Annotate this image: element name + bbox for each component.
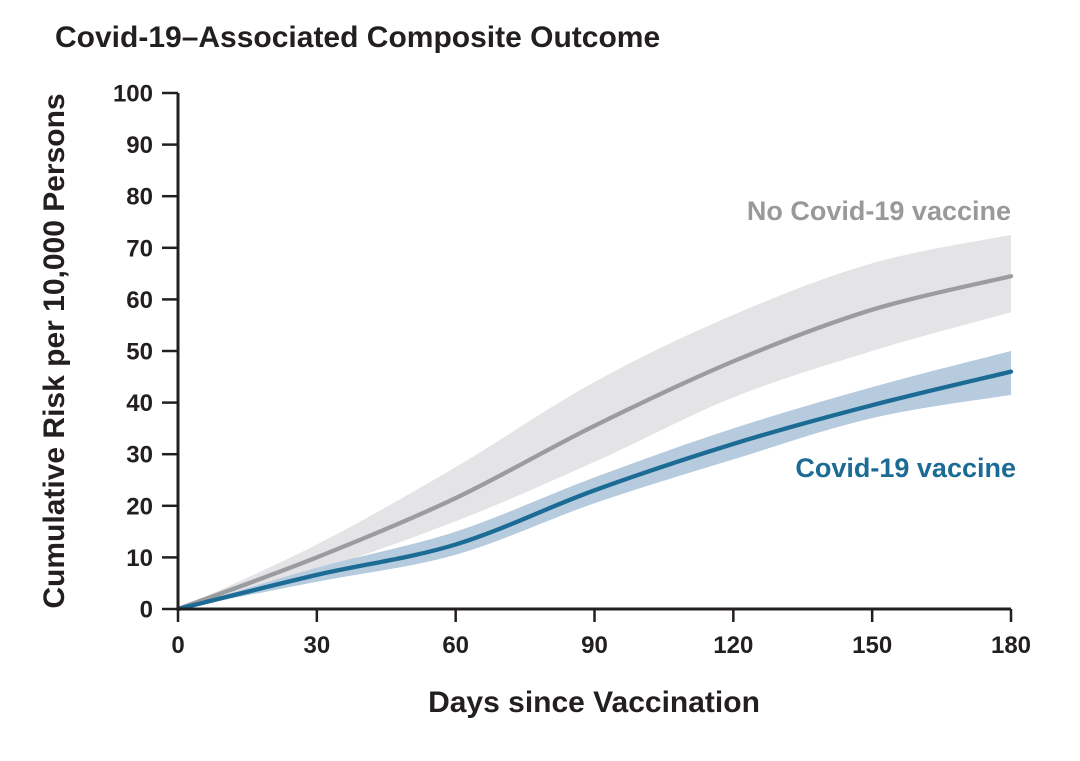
chart-title: Covid-19–Associated Composite Outcome xyxy=(55,21,660,54)
y-axis-tick-label: 50 xyxy=(126,339,153,366)
y-axis-tick-label: 60 xyxy=(126,287,153,314)
x-axis-tick-label: 120 xyxy=(713,632,753,659)
x-axis-tick-label: 150 xyxy=(852,632,892,659)
plot-area: 0 10 20 30 40 50 60 70 80 90 100 0 30 60 90 120 150 180 xyxy=(113,81,1031,660)
y-axis-title: Cumulative Risk per 10,000 Persons xyxy=(38,93,71,608)
y-axis-tick-label: 40 xyxy=(126,390,153,417)
y-axis-tick-label: 90 xyxy=(126,132,153,159)
y-axis-tick-label: 20 xyxy=(126,493,153,520)
covid19-vaccine-confidence-band xyxy=(178,351,1011,609)
y-axis-tick-label: 10 xyxy=(126,545,153,572)
x-axis-tick-label: 30 xyxy=(303,632,330,659)
x-axis-tick-label: 60 xyxy=(442,632,469,659)
x-axis-tick-label: 180 xyxy=(991,632,1031,659)
covid19-vaccine-curve xyxy=(175,369,1014,612)
y-axis-tick-label: 30 xyxy=(126,442,153,469)
y-axis-tick-label: 80 xyxy=(126,184,153,211)
legend-label-no-vaccine: No Covid-19 vaccine xyxy=(747,196,1011,226)
no-covid19-vaccine-curve xyxy=(175,274,1014,612)
x-axis-title: Days since Vaccination xyxy=(428,686,760,719)
y-axis-tick-label: 100 xyxy=(113,81,153,108)
y-axis-tick-label: 0 xyxy=(140,597,153,624)
x-axis-tick-label: 0 xyxy=(171,632,184,659)
legend-label-vaccine: Covid-19 vaccine xyxy=(795,453,1016,483)
no-covid19-vaccine-confidence-band xyxy=(178,234,1011,609)
x-axis-tick-label: 90 xyxy=(581,632,608,659)
y-axis-tick-label: 70 xyxy=(126,235,153,262)
